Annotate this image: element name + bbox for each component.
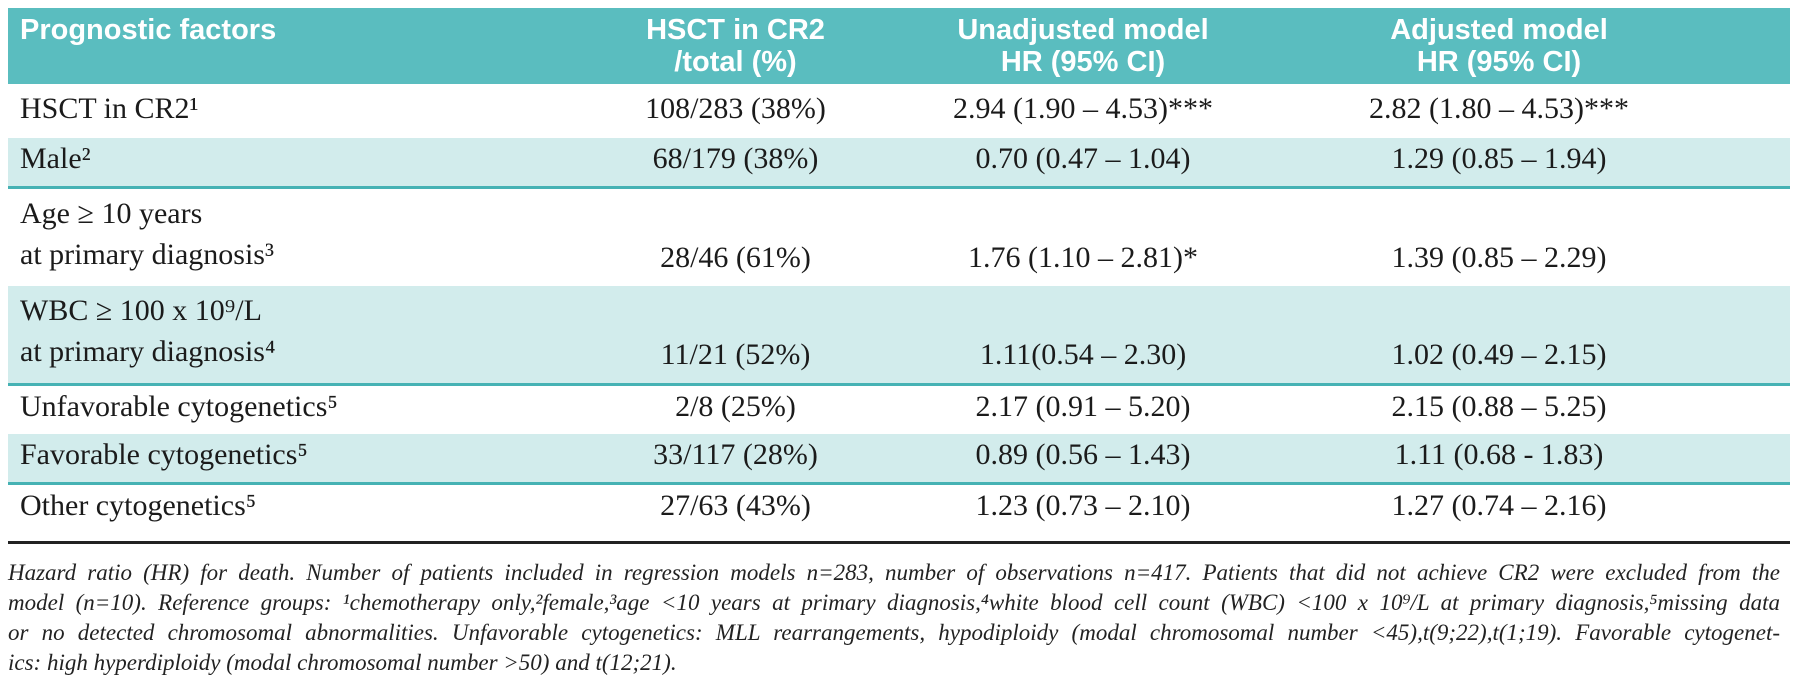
unadjusted-hr-cell: 2.94 (1.90 – 4.53)*** [953, 92, 1213, 125]
table-row: Other cytogenetics⁵ 27/63 (43%) 1.23 (0.… [8, 484, 1790, 534]
unadjusted-hr-cell: 2.17 (0.91 – 5.20) [975, 390, 1191, 423]
table-row: Age ≥ 10 years at primary diagnosis³ 28/… [8, 188, 1790, 287]
adjusted-hr-cell: 2.15 (0.88 – 5.25) [1391, 390, 1607, 423]
footnote-line: model (n=10). Reference groups: ¹chemoth… [8, 590, 1780, 615]
factor-cell: Unfavorable cytogenetics⁵ [20, 390, 338, 423]
factor-cell: Other cytogenetics⁵ [20, 489, 257, 522]
prognostic-factors-table: Prognostic factors HSCT in CR2 /total (%… [8, 8, 1790, 533]
table-row: Unfavorable cytogenetics⁵ 2/8 (25%) 2.17… [8, 385, 1790, 435]
hsct-total-cell: 68/179 (38%) [543, 138, 928, 189]
adjusted-hr-cell: 1.27 (0.74 – 2.16) [1391, 489, 1607, 522]
col-header-unadjusted-model: Unadjusted model HR (95% CI) [928, 8, 1288, 84]
table-row: Male² 68/179 (38%) 0.70 (0.47 – 1.04) 1.… [8, 138, 1790, 189]
bottom-rule [8, 541, 1790, 544]
table-figure: Prognostic factors HSCT in CR2 /total (%… [8, 8, 1790, 678]
hsct-total-cell: 11/21 (52%) [543, 286, 928, 386]
footnote: Hazard ratio (HR) for death. Number of p… [8, 558, 1780, 678]
hsct-total-cell: 33/117 (28%) [543, 434, 928, 485]
table-row: Favorable cytogenetics⁵ 33/117 (28%) 0.8… [8, 434, 1790, 485]
col-header-adjusted-model: Adjusted model HR (95% CI) [1288, 8, 1790, 84]
footnote-line: or no detected chromosomal abnormalities… [8, 620, 1780, 645]
unadjusted-hr-cell: 1.23 (0.73 – 2.10) [975, 489, 1191, 522]
factor-cell: Male² [8, 138, 543, 189]
unadjusted-hr-cell: 1.76 (1.10 – 2.81)* [968, 241, 1198, 274]
factor-cell: Age ≥ 10 years at primary diagnosis³ [20, 197, 274, 271]
adjusted-hr-cell: 1.02 (0.49 – 2.15) [1288, 286, 1790, 386]
unadjusted-hr-cell: 0.70 (0.47 – 1.04) [928, 138, 1288, 189]
factor-cell: Favorable cytogenetics⁵ [8, 434, 543, 485]
footnote-line: Hazard ratio (HR) for death. Number of p… [8, 560, 1780, 585]
adjusted-hr-cell: 1.29 (0.85 – 1.94) [1288, 138, 1790, 189]
hsct-total-cell: 2/8 (25%) [675, 390, 796, 423]
adjusted-hr-cell: 2.82 (1.80 – 4.53)*** [1369, 92, 1629, 125]
factor-cell: WBC ≥ 100 x 10⁹/L at primary diagnosis⁴ [8, 286, 543, 386]
hsct-total-cell: 108/283 (38%) [645, 92, 826, 125]
table-row: WBC ≥ 100 x 10⁹/L at primary diagnosis⁴ … [8, 286, 1790, 386]
table-row: HSCT in CR2¹ 108/283 (38%) 2.94 (1.90 – … [8, 84, 1790, 138]
col-header-prognostic-factors: Prognostic factors [8, 8, 543, 84]
hsct-total-cell: 28/46 (61%) [660, 241, 811, 274]
header-row: Prognostic factors HSCT in CR2 /total (%… [8, 8, 1790, 84]
col-header-hsct-in-cr2-total: HSCT in CR2 /total (%) [543, 8, 928, 84]
unadjusted-hr-cell: 1.11(0.54 – 2.30) [928, 286, 1288, 386]
adjusted-hr-cell: 1.11 (0.68 - 1.83) [1288, 434, 1790, 485]
factor-cell: HSCT in CR2¹ [20, 92, 199, 125]
footnote-line: ics: high hyperdiploidy (modal chromosom… [8, 650, 677, 675]
adjusted-hr-cell: 1.39 (0.85 – 2.29) [1391, 241, 1607, 274]
hsct-total-cell: 27/63 (43%) [660, 489, 811, 522]
unadjusted-hr-cell: 0.89 (0.56 – 1.43) [928, 434, 1288, 485]
